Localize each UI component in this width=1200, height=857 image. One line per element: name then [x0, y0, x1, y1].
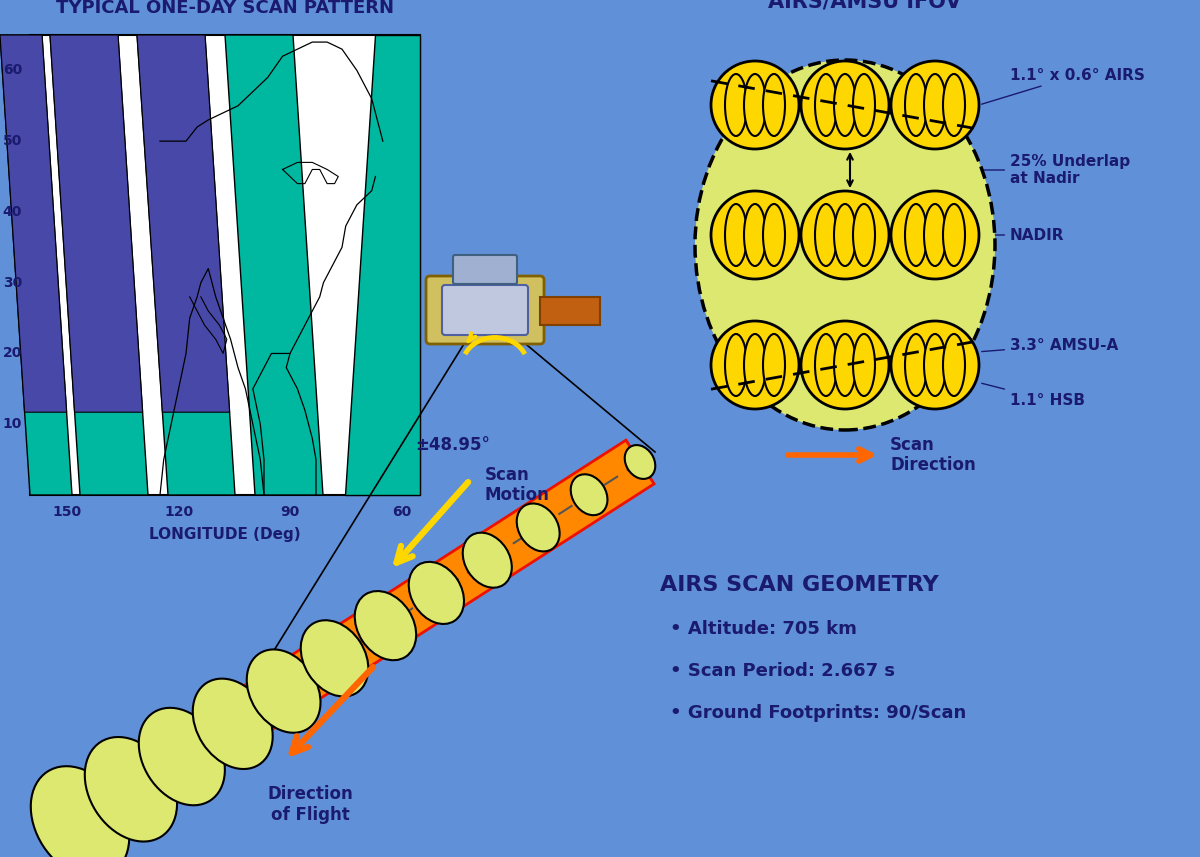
Text: 40: 40	[2, 205, 22, 219]
Text: 20: 20	[2, 346, 22, 361]
Ellipse shape	[815, 74, 838, 136]
Ellipse shape	[890, 191, 979, 279]
Ellipse shape	[853, 204, 875, 266]
Ellipse shape	[725, 334, 746, 396]
Ellipse shape	[744, 334, 766, 396]
Ellipse shape	[31, 766, 130, 857]
Ellipse shape	[905, 334, 928, 396]
Text: ±48.95°: ±48.95°	[415, 436, 490, 454]
Polygon shape	[226, 35, 323, 495]
Ellipse shape	[193, 679, 272, 769]
Text: 90: 90	[281, 505, 300, 519]
Text: • Ground Footprints: 90/Scan: • Ground Footprints: 90/Scan	[670, 704, 966, 722]
FancyBboxPatch shape	[454, 255, 517, 284]
Bar	[30, 35, 420, 495]
Ellipse shape	[943, 204, 965, 266]
Text: 120: 120	[164, 505, 193, 519]
Ellipse shape	[763, 74, 785, 136]
Text: AIRS/AMSU IFOV: AIRS/AMSU IFOV	[768, 0, 961, 11]
Text: 3.3° AMSU-A: 3.3° AMSU-A	[982, 338, 1118, 352]
Ellipse shape	[802, 321, 889, 409]
Polygon shape	[66, 440, 654, 844]
Ellipse shape	[924, 74, 946, 136]
Ellipse shape	[905, 74, 928, 136]
Text: 50: 50	[2, 135, 22, 148]
Ellipse shape	[924, 334, 946, 396]
Ellipse shape	[517, 503, 559, 551]
Ellipse shape	[853, 334, 875, 396]
Text: 60: 60	[2, 63, 22, 77]
Ellipse shape	[834, 74, 856, 136]
Ellipse shape	[905, 204, 928, 266]
FancyBboxPatch shape	[540, 297, 600, 325]
Ellipse shape	[710, 321, 799, 409]
Ellipse shape	[890, 321, 979, 409]
Text: • Scan Period: 2.667 s: • Scan Period: 2.667 s	[670, 662, 895, 680]
Polygon shape	[346, 35, 420, 495]
Polygon shape	[50, 35, 143, 412]
Ellipse shape	[571, 474, 607, 515]
Text: NADIR: NADIR	[982, 227, 1064, 243]
Ellipse shape	[409, 562, 464, 624]
Ellipse shape	[744, 204, 766, 266]
Ellipse shape	[710, 191, 799, 279]
Ellipse shape	[85, 737, 178, 842]
Text: 1.1° HSB: 1.1° HSB	[982, 383, 1085, 407]
Text: 150: 150	[53, 505, 82, 519]
Polygon shape	[0, 35, 72, 495]
Ellipse shape	[834, 204, 856, 266]
Ellipse shape	[815, 334, 838, 396]
FancyBboxPatch shape	[426, 276, 544, 344]
Ellipse shape	[725, 204, 746, 266]
Text: 60: 60	[392, 505, 412, 519]
Text: 1.1° x 0.6° AIRS: 1.1° x 0.6° AIRS	[982, 68, 1145, 105]
Ellipse shape	[763, 334, 785, 396]
Ellipse shape	[924, 204, 946, 266]
Ellipse shape	[815, 204, 838, 266]
Text: Scan
Direction: Scan Direction	[890, 435, 976, 475]
Ellipse shape	[139, 708, 224, 806]
Polygon shape	[137, 35, 229, 412]
FancyBboxPatch shape	[442, 285, 528, 335]
Ellipse shape	[247, 650, 320, 733]
Ellipse shape	[943, 74, 965, 136]
Ellipse shape	[625, 445, 655, 479]
Ellipse shape	[834, 334, 856, 396]
Text: 30: 30	[2, 276, 22, 290]
Text: 10: 10	[2, 417, 22, 431]
Ellipse shape	[301, 620, 368, 697]
Ellipse shape	[744, 74, 766, 136]
Ellipse shape	[710, 61, 799, 149]
Ellipse shape	[463, 533, 512, 588]
Ellipse shape	[853, 74, 875, 136]
Text: AIRS SCAN GEOMETRY: AIRS SCAN GEOMETRY	[660, 575, 938, 595]
Text: • Altitude: 705 km: • Altitude: 705 km	[670, 620, 857, 638]
Ellipse shape	[725, 74, 746, 136]
Ellipse shape	[802, 191, 889, 279]
Text: 25% Underlap
at Nadir: 25% Underlap at Nadir	[968, 153, 1130, 186]
Ellipse shape	[943, 334, 965, 396]
Polygon shape	[137, 35, 235, 495]
Text: Scan
Motion: Scan Motion	[485, 465, 550, 505]
Ellipse shape	[890, 61, 979, 149]
Polygon shape	[50, 35, 148, 495]
Ellipse shape	[355, 591, 416, 660]
Ellipse shape	[763, 204, 785, 266]
Text: TYPICAL ONE-DAY SCAN PATTERN: TYPICAL ONE-DAY SCAN PATTERN	[56, 0, 394, 17]
Ellipse shape	[695, 60, 995, 430]
Polygon shape	[0, 35, 67, 412]
Ellipse shape	[802, 61, 889, 149]
Text: Direction
of Flight: Direction of Flight	[268, 785, 353, 824]
Text: LONGITUDE (Deg): LONGITUDE (Deg)	[149, 527, 301, 542]
